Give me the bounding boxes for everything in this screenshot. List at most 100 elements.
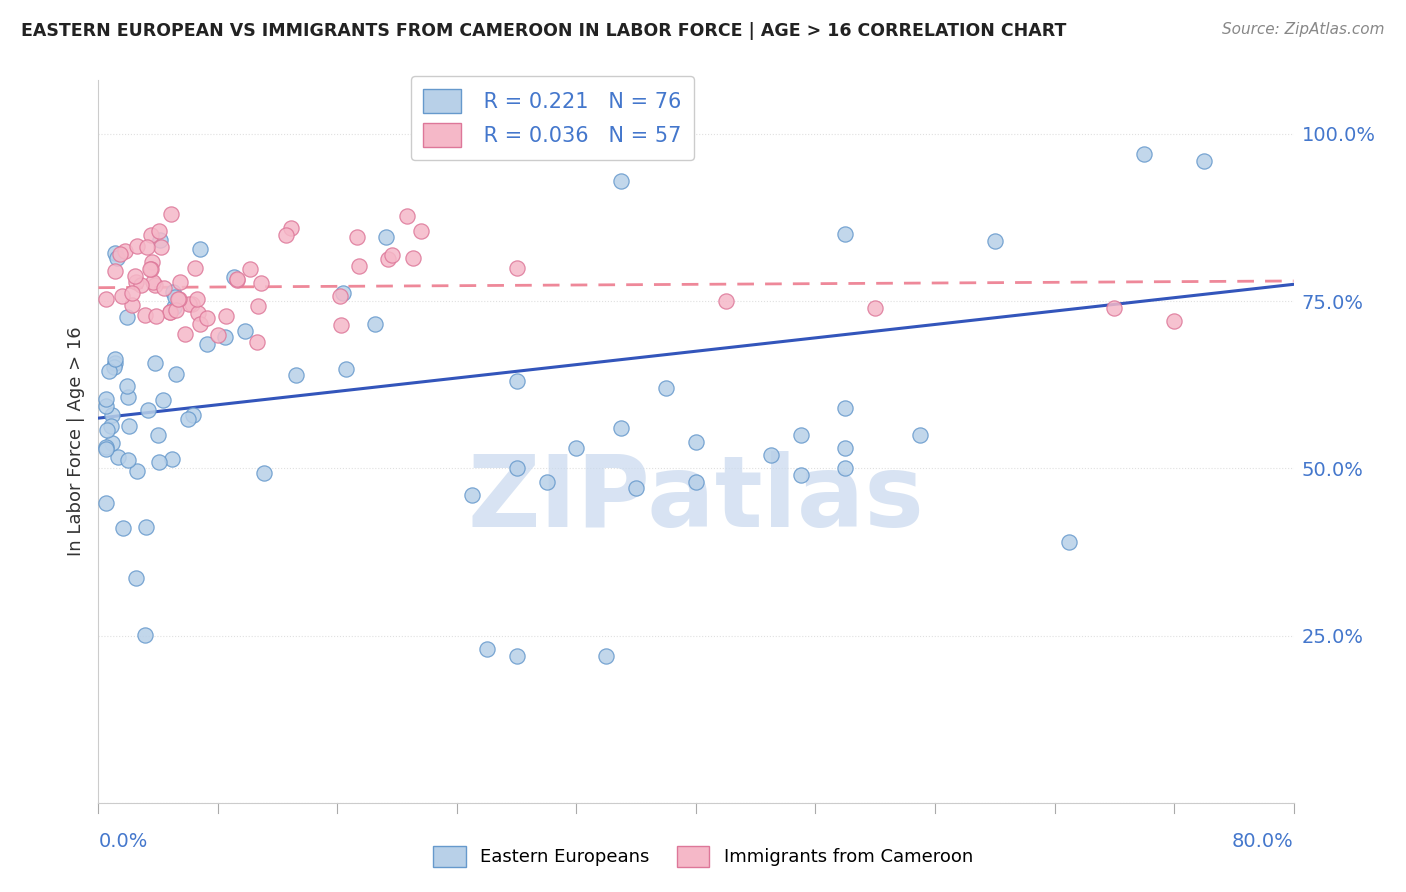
- Point: [125, 463, 148, 477]
- Point: [789, 427, 811, 442]
- Point: [143, 356, 166, 370]
- Point: [226, 272, 249, 286]
- Point: [330, 318, 353, 332]
- Point: [506, 461, 529, 475]
- Y-axis label: In Labor Force | Age > 16: In Labor Force | Age > 16: [66, 326, 84, 557]
- Point: [759, 448, 782, 462]
- Point: [145, 310, 167, 324]
- Point: [148, 224, 170, 238]
- Point: [364, 317, 387, 331]
- Point: [94, 496, 117, 510]
- Point: [233, 324, 256, 338]
- Point: [280, 221, 302, 235]
- Point: [214, 330, 236, 344]
- Point: [195, 336, 218, 351]
- Point: [115, 379, 138, 393]
- Point: [274, 227, 297, 242]
- Point: [111, 521, 134, 535]
- Point: [188, 243, 211, 257]
- Point: [104, 352, 127, 367]
- Point: [595, 648, 617, 663]
- Point: [411, 223, 433, 237]
- Point: [610, 421, 633, 435]
- Point: [117, 452, 139, 467]
- Point: [160, 452, 183, 467]
- Point: [346, 230, 368, 244]
- Point: [149, 240, 172, 254]
- Point: [375, 229, 398, 244]
- Point: [96, 423, 118, 437]
- Point: [184, 260, 207, 275]
- Point: [253, 466, 276, 480]
- Point: [395, 210, 418, 224]
- Point: [124, 269, 146, 284]
- Point: [249, 276, 271, 290]
- Point: [94, 292, 117, 306]
- Point: [159, 304, 181, 318]
- Point: [1104, 301, 1126, 315]
- Point: [1192, 153, 1215, 168]
- Point: [163, 300, 186, 314]
- Point: [136, 240, 159, 254]
- Point: [239, 262, 262, 277]
- Point: [114, 244, 136, 259]
- Point: [195, 311, 218, 326]
- Point: [865, 301, 887, 315]
- Point: [329, 289, 352, 303]
- Point: [146, 428, 169, 442]
- Text: ZIPatlas: ZIPatlas: [468, 450, 924, 548]
- Point: [834, 227, 856, 242]
- Point: [159, 304, 181, 318]
- Point: [506, 260, 529, 275]
- Text: 0.0%: 0.0%: [98, 831, 148, 851]
- Point: [143, 277, 166, 292]
- Point: [165, 290, 187, 304]
- Point: [131, 278, 153, 293]
- Text: Source: ZipAtlas.com: Source: ZipAtlas.com: [1222, 22, 1385, 37]
- Point: [380, 248, 402, 262]
- Point: [141, 255, 163, 269]
- Point: [610, 173, 633, 188]
- Text: 80.0%: 80.0%: [1232, 831, 1294, 851]
- Point: [105, 252, 128, 266]
- Point: [139, 261, 162, 276]
- Point: [165, 367, 187, 381]
- Point: [834, 401, 856, 416]
- Point: [332, 286, 354, 301]
- Point: [188, 317, 211, 331]
- Point: [134, 628, 156, 642]
- Point: [475, 642, 498, 657]
- Text: EASTERN EUROPEAN VS IMMIGRANTS FROM CAMEROON IN LABOR FORCE | AGE > 16 CORRELATI: EASTERN EUROPEAN VS IMMIGRANTS FROM CAME…: [21, 22, 1067, 40]
- Point: [1163, 314, 1185, 328]
- Point: [141, 227, 163, 242]
- Point: [181, 408, 204, 422]
- Point: [165, 303, 187, 318]
- Point: [215, 309, 238, 323]
- Point: [177, 297, 200, 311]
- Point: [125, 275, 148, 289]
- Point: [284, 368, 307, 382]
- Point: [626, 482, 648, 496]
- Point: [121, 286, 143, 301]
- Point: [685, 434, 707, 449]
- Point: [117, 391, 139, 405]
- Point: [536, 475, 558, 489]
- Point: [104, 246, 127, 260]
- Point: [1133, 147, 1156, 161]
- Point: [685, 475, 707, 489]
- Point: [984, 234, 1007, 248]
- Point: [138, 402, 160, 417]
- Point: [401, 251, 423, 265]
- Point: [461, 488, 484, 502]
- Point: [167, 292, 190, 306]
- Point: [162, 285, 184, 299]
- Point: [98, 364, 121, 378]
- Point: [94, 442, 117, 457]
- Point: [506, 375, 529, 389]
- Point: [152, 393, 174, 408]
- Point: [103, 359, 125, 374]
- Point: [224, 270, 246, 285]
- Point: [127, 238, 149, 252]
- Point: [834, 442, 856, 455]
- Point: [94, 440, 117, 454]
